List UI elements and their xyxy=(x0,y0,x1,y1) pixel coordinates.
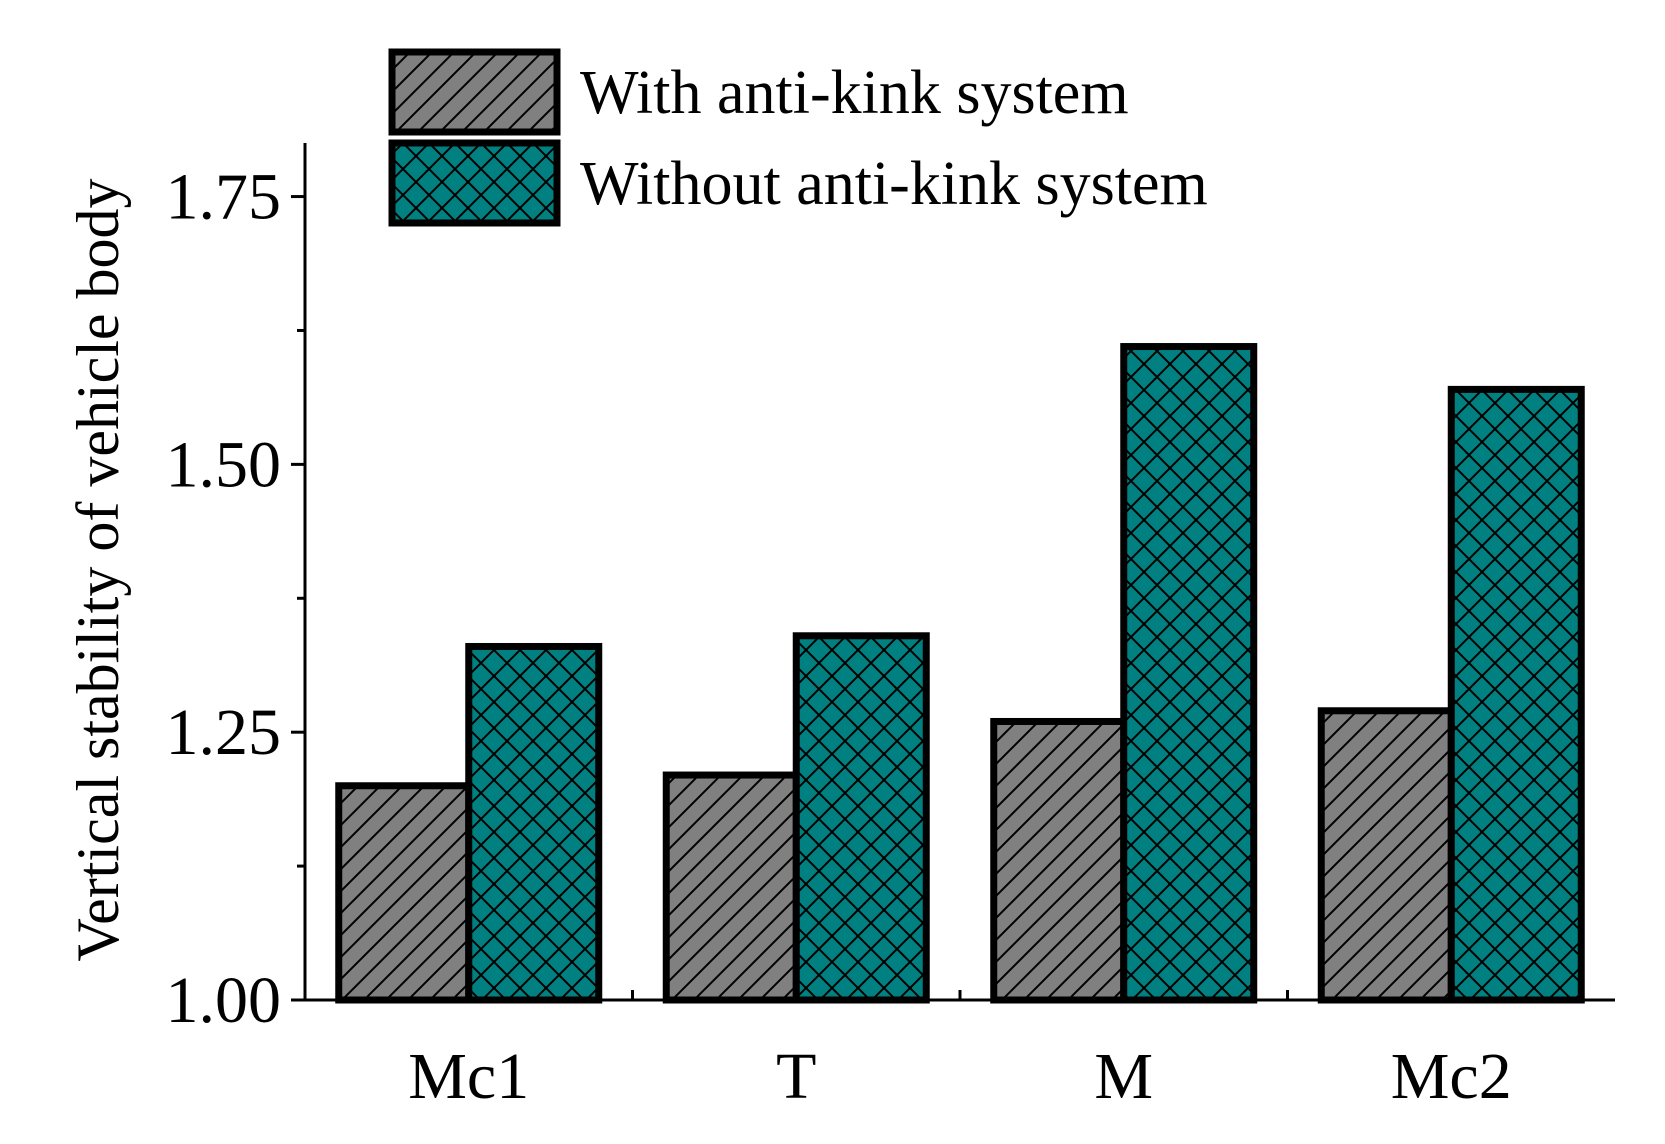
y-ticks: 1.00 1.25 1.50 1.75 xyxy=(166,161,305,1037)
x-tick-label-t: T xyxy=(776,1040,816,1113)
x-tick-label-mc1: Mc1 xyxy=(408,1040,529,1113)
legend-label-with: With anti-kink system xyxy=(580,59,1129,127)
bar-mc2-with xyxy=(1317,707,1455,1004)
y-tick-label: 1.50 xyxy=(166,428,282,501)
bar-t-with xyxy=(662,771,800,1004)
bar-mc2-without xyxy=(1447,385,1585,1004)
x-tick-label-mc2: Mc2 xyxy=(1391,1040,1512,1113)
legend-swatch-with xyxy=(388,48,561,136)
bar-mc1-without xyxy=(465,642,603,1004)
legend-swatch-without xyxy=(388,139,561,227)
bar-t-without xyxy=(792,632,930,1004)
x-ticks: Mc1 T M Mc2 xyxy=(408,990,1512,1113)
bars-layer xyxy=(335,343,1585,1004)
bar-m-with xyxy=(990,717,1128,1004)
bar-m-without xyxy=(1120,343,1258,1004)
bar-mc1-with xyxy=(335,782,473,1004)
legend-label-without: Without anti-kink system xyxy=(580,150,1208,218)
y-axis-label: Vertical stability of vehicle body xyxy=(65,178,131,961)
y-tick-label: 1.00 xyxy=(166,964,282,1037)
y-tick-label: 1.25 xyxy=(166,696,282,769)
y-tick-label: 1.75 xyxy=(166,161,282,234)
x-tick-label-m: M xyxy=(1094,1040,1153,1113)
legend: With anti-kink system Without anti-kink … xyxy=(388,48,1208,227)
